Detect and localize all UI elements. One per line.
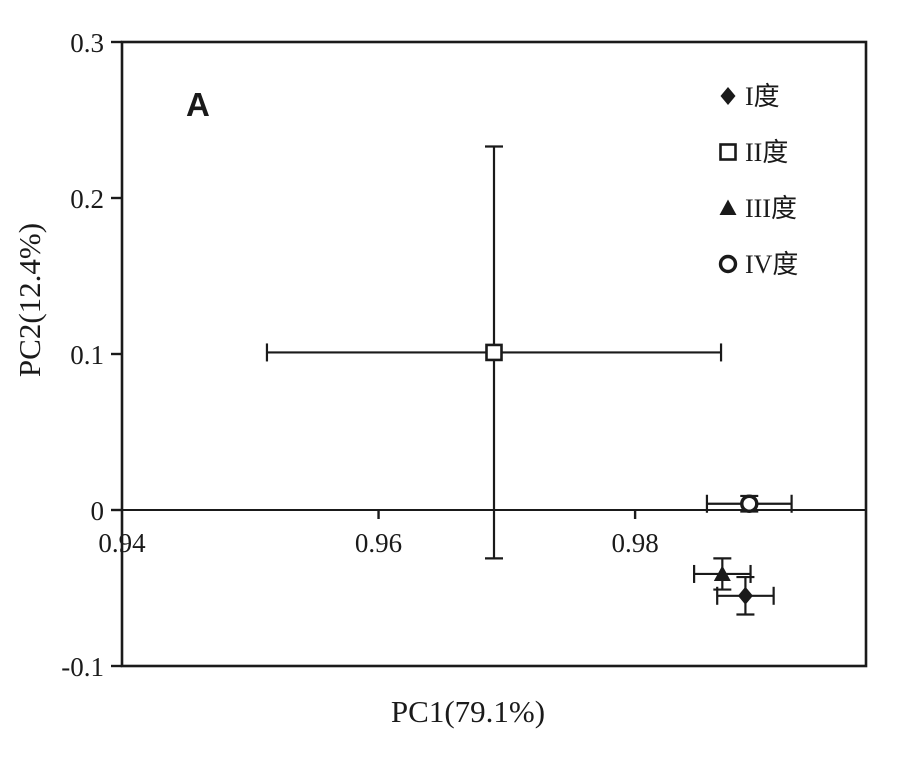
legend-label: III度	[745, 194, 797, 223]
legend-item-4: IV度	[718, 250, 798, 279]
x-axis-label: PC1(79.1%)	[390, 694, 546, 729]
y-tick-label: 0.1	[70, 340, 104, 370]
legend-item-2: II度	[719, 138, 788, 167]
legend-label: II度	[745, 138, 788, 167]
y-tick-label: 0.3	[70, 28, 104, 58]
series-IV度	[705, 494, 793, 513]
open-square-icon	[719, 143, 737, 161]
y-tick-label: 0.2	[70, 184, 104, 214]
filled-triangle-icon	[719, 199, 737, 215]
x-tick-label: 0.94	[98, 528, 146, 558]
x-tick-label: 0.98	[611, 528, 658, 558]
filled-triangle-icon	[713, 565, 731, 581]
open-square-icon	[485, 343, 503, 362]
open-circle-icon	[718, 254, 738, 274]
open-circle-icon	[740, 494, 759, 513]
y-tick-label: 0	[91, 496, 105, 526]
legend-item-1: I度	[720, 82, 780, 111]
legend-label: I度	[745, 82, 780, 111]
series-II度	[265, 145, 723, 560]
legend-label: IV度	[745, 250, 798, 279]
filled-diamond-icon	[737, 586, 753, 605]
panel-label: A	[186, 86, 210, 123]
filled-diamond-icon	[720, 87, 736, 105]
series-III度	[693, 557, 752, 591]
x-tick-label: 0.96	[355, 528, 402, 558]
y-axis-label: PC2(12.4%)	[12, 222, 47, 378]
legend-item-3: III度	[719, 194, 797, 223]
y-tick-label: -0.1	[61, 652, 104, 682]
series-I度	[716, 575, 775, 616]
